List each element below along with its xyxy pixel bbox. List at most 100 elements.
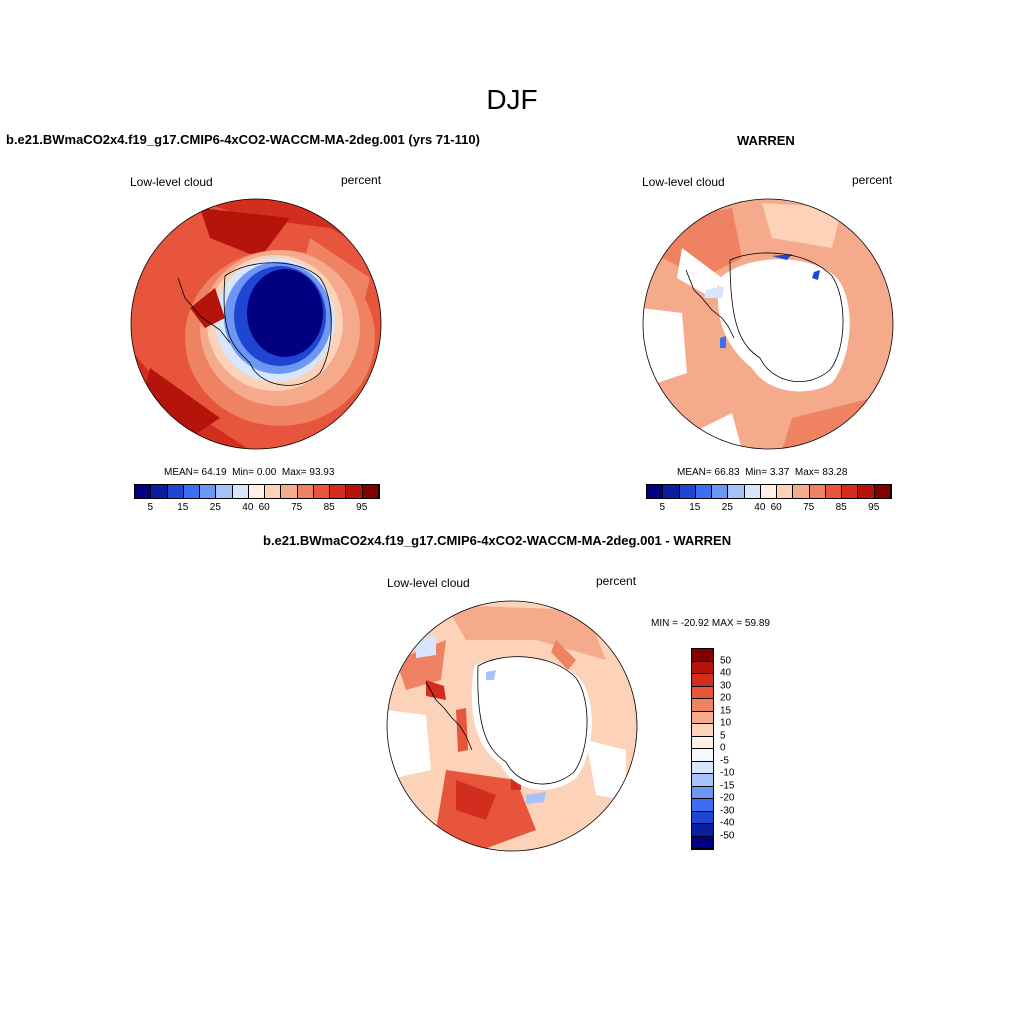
colorbar-swatch	[728, 485, 745, 498]
panel2-variable-label: Low-level cloud	[642, 175, 725, 189]
colorbar-label: 25	[209, 502, 221, 513]
colorbar-swatch	[313, 485, 331, 498]
panel3-variable-label: Low-level cloud	[387, 576, 470, 590]
colorbar-label: 10	[720, 717, 732, 729]
panel2-min: Min= 3.37	[745, 467, 790, 478]
colorbar-label: -10	[720, 767, 735, 779]
colorbar-swatch	[692, 661, 713, 674]
colorbar-swatch	[793, 485, 810, 498]
colorbar-swatch	[135, 485, 152, 498]
colorbar-label: 50	[720, 655, 732, 666]
colorbar-label: 20	[720, 692, 732, 704]
colorbar-swatch	[167, 485, 184, 498]
colorbar-swatch	[330, 485, 347, 498]
colorbar-label: 85	[323, 502, 335, 513]
colorbar-swatch	[809, 485, 826, 498]
colorbar-swatch	[692, 711, 713, 724]
colorbar-label: -5	[720, 755, 729, 766]
colorbar-label: 40	[242, 502, 254, 513]
colorbar-label: -30	[720, 805, 735, 816]
colorbar-label: 85	[835, 502, 847, 513]
colorbar-label: 40	[754, 502, 766, 513]
colorbar-swatch	[692, 649, 713, 662]
colorbar-swatch	[692, 799, 713, 812]
colorbar-swatch	[692, 761, 713, 774]
colorbar-swatch	[232, 485, 249, 498]
colorbar-swatch	[692, 811, 713, 824]
colorbar-swatch	[858, 485, 875, 498]
colorbar-label: 75	[291, 502, 303, 513]
colorbar-swatch	[695, 485, 713, 498]
colorbar-swatch	[216, 485, 233, 498]
panel3-colorbar	[691, 648, 714, 850]
colorbar-swatch	[692, 749, 713, 762]
colorbar-swatch	[151, 485, 168, 498]
panel2-colorbar-labels: 5 15 25 40 60 75 85 95	[646, 502, 890, 514]
colorbar-swatch	[692, 724, 713, 737]
panel3-minmax: MIN = -20.92 MAX = 59.89	[651, 618, 770, 629]
panel1-min: Min= 0.00	[232, 467, 277, 478]
colorbar-swatch	[663, 485, 680, 498]
colorbar-swatch	[692, 824, 713, 837]
panel2-polar-map	[642, 198, 894, 450]
colorbar-swatch	[692, 686, 713, 699]
panel2-colorbar	[646, 484, 892, 499]
panel1-max: Max= 93.93	[281, 467, 335, 478]
colorbar-label: 0	[720, 742, 726, 754]
panel2-units-label: percent	[852, 173, 893, 187]
colorbar-label: 60	[770, 502, 782, 513]
colorbar-label: 95	[356, 502, 368, 513]
panel1-title: b.e21.BWmaCO2x4.f19_g17.CMIP6-4xCO2-WACC…	[6, 132, 480, 147]
colorbar-swatch	[874, 485, 891, 498]
colorbar-label: -50	[720, 830, 735, 841]
colorbar-swatch	[744, 485, 761, 498]
colorbar-swatch	[712, 485, 729, 498]
colorbar-swatch	[647, 485, 664, 498]
panel1-units-label: percent	[341, 173, 382, 187]
colorbar-swatch	[777, 485, 794, 498]
panel3-polar-map	[386, 600, 638, 852]
panel1-colorbar-labels: 5 15 25 40 60 75 85 95	[134, 502, 378, 514]
panel1-mean: MEAN= 64.19	[164, 467, 227, 478]
colorbar-label: 40	[720, 667, 732, 679]
panel2-max: Max= 83.28	[794, 467, 848, 478]
colorbar-swatch	[760, 485, 778, 498]
panel1-variable-label: Low-level cloud	[130, 175, 213, 189]
panel3-title: b.e21.BWmaCO2x4.f19_g17.CMIP6-4xCO2-WACC…	[263, 533, 732, 548]
colorbar-swatch	[183, 485, 201, 498]
panel1-stats: MEAN= 64.19 Min= 0.00 Max= 93.93	[164, 467, 334, 478]
colorbar-label: 15	[720, 705, 732, 716]
colorbar-swatch	[362, 485, 379, 498]
colorbar-label: -40	[720, 817, 735, 829]
colorbar-swatch	[281, 485, 298, 498]
colorbar-swatch	[297, 485, 314, 498]
colorbar-swatch	[200, 485, 217, 498]
colorbar-label: 60	[258, 502, 270, 513]
colorbar-label: 15	[689, 502, 701, 513]
panel3-units-label: percent	[596, 574, 637, 588]
colorbar-swatch	[692, 836, 713, 849]
colorbar-swatch	[692, 674, 713, 687]
panel2-mean: MEAN= 66.83	[677, 467, 740, 478]
colorbar-label: 75	[803, 502, 815, 513]
colorbar-swatch	[692, 786, 713, 799]
panel2-stats: MEAN= 66.83 Min= 3.37 Max= 83.28	[677, 467, 847, 478]
colorbar-swatch	[842, 485, 859, 498]
colorbar-label: 5	[659, 502, 666, 513]
colorbar-swatch	[825, 485, 843, 498]
colorbar-label: 95	[868, 502, 880, 513]
colorbar-label: -15	[720, 780, 735, 791]
colorbar-swatch	[346, 485, 363, 498]
colorbar-swatch	[692, 736, 713, 749]
colorbar-label: 30	[720, 680, 732, 691]
colorbar-label: 15	[177, 502, 189, 513]
panel2-title: WARREN	[737, 133, 795, 148]
colorbar-swatch	[248, 485, 266, 498]
colorbar-label: 5	[720, 730, 726, 741]
colorbar-label: 25	[721, 502, 733, 513]
colorbar-swatch	[692, 699, 713, 712]
panel3-colorbar-labels: 50 40 30 20 15 10 5 0 -5 -10 -15 -20 -30 -40 -50	[720, 648, 760, 848]
colorbar-swatch	[679, 485, 696, 498]
panel1-polar-map	[130, 198, 382, 450]
colorbar-label: 5	[147, 502, 154, 513]
